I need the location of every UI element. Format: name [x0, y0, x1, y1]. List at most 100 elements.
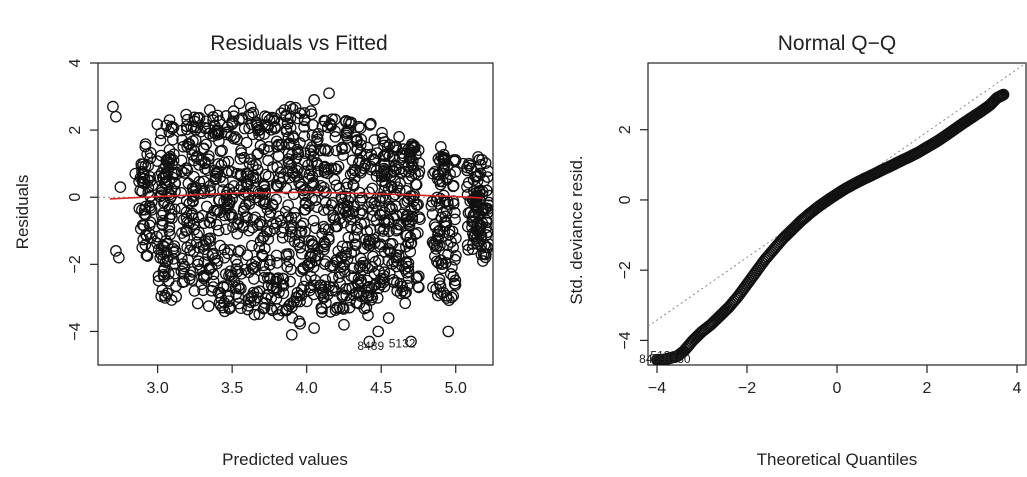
- data-point: [378, 162, 390, 175]
- data-point: [259, 184, 271, 196]
- data-point: [470, 194, 482, 207]
- data-point: [444, 168, 456, 181]
- data-point: [110, 245, 122, 257]
- data-point: [169, 245, 182, 258]
- data-point: [475, 206, 488, 219]
- data-point: [241, 211, 253, 223]
- data-point: [434, 141, 447, 153]
- data-point: [203, 104, 216, 116]
- data-point: [218, 209, 231, 222]
- data-point: [163, 202, 176, 215]
- data-point: [235, 113, 248, 125]
- plot-frame: [647, 62, 1027, 366]
- data-point: [288, 138, 300, 151]
- data-point: [261, 225, 273, 238]
- data-point: [295, 284, 308, 296]
- data-point: [298, 121, 310, 133]
- data-point: [261, 203, 274, 216]
- data-point: [175, 265, 188, 278]
- data-point: [142, 159, 155, 172]
- data-point: [158, 177, 171, 190]
- data-point: [406, 210, 419, 223]
- data-point: [404, 245, 417, 258]
- data-point: [197, 142, 210, 155]
- data-point: [403, 146, 416, 158]
- point-label: 5180: [664, 352, 691, 366]
- data-point: [211, 257, 223, 270]
- data-point: [113, 251, 125, 264]
- y-tick-label: −2: [617, 261, 634, 279]
- data-point: [244, 101, 257, 114]
- data-point: [358, 302, 371, 315]
- data-point: [241, 249, 254, 262]
- data-point: [154, 134, 167, 147]
- data-point: [471, 170, 483, 183]
- data-point: [185, 239, 197, 251]
- data-point: [280, 250, 293, 262]
- data-point: [399, 287, 411, 300]
- data-point: [222, 164, 235, 177]
- data-point: [461, 164, 473, 177]
- data-point: [442, 325, 455, 338]
- data-point: [218, 305, 231, 318]
- data-point: [410, 272, 423, 284]
- data-point: [360, 301, 373, 314]
- data-point: [152, 170, 165, 183]
- data-point: [207, 114, 219, 127]
- data-point: [352, 120, 365, 133]
- data-point: [405, 335, 417, 348]
- data-point: [189, 134, 202, 146]
- data-point: [139, 200, 152, 213]
- data-point: [457, 157, 470, 170]
- x-tick-label: 0: [833, 380, 842, 397]
- data-point: [284, 121, 297, 134]
- data-point: [312, 249, 324, 262]
- data-point: [413, 165, 426, 178]
- data-point: [227, 180, 240, 192]
- data-point: [372, 325, 385, 338]
- data-point: [273, 286, 285, 299]
- data-point: [358, 217, 371, 230]
- data-point: [258, 179, 271, 192]
- data-point: [151, 118, 164, 131]
- data-point: [156, 182, 169, 195]
- y-tick-label: 2: [67, 126, 84, 135]
- data-point: [248, 308, 261, 321]
- data-point: [110, 110, 122, 123]
- data-point: [247, 169, 260, 181]
- data-point: [336, 240, 349, 253]
- data-point: [285, 211, 298, 224]
- data-point: [346, 154, 359, 167]
- data-point: [310, 135, 323, 148]
- data-point: [188, 285, 201, 297]
- x-tick-label: 5.0: [445, 380, 467, 397]
- data-point: [482, 199, 493, 212]
- data-point: [412, 280, 425, 293]
- data-point: [263, 258, 276, 271]
- data-point: [163, 225, 176, 237]
- data-point: [354, 154, 366, 167]
- data-point: [205, 212, 218, 224]
- data-point: [159, 256, 172, 268]
- point-label: 8489: [639, 352, 666, 366]
- data-point: [382, 312, 395, 324]
- data-point: [107, 100, 119, 113]
- data-point: [434, 239, 446, 252]
- data-point: [249, 260, 262, 273]
- data-point: [334, 277, 347, 290]
- data-point: [309, 222, 322, 234]
- data-point: [283, 255, 296, 268]
- y-tick-label: 4: [67, 58, 84, 67]
- data-point: [195, 278, 208, 291]
- data-point: [161, 254, 174, 267]
- residuals-vs-fitted-panel: Residuals vs Fitted Predicted values Res…: [13, 32, 494, 469]
- data-point: [180, 162, 193, 175]
- y-tick-label: 2: [617, 125, 634, 134]
- data-point: [323, 87, 335, 100]
- data-point: [177, 267, 190, 280]
- data-point: [378, 223, 390, 236]
- data-point: [446, 261, 458, 273]
- data-point: [319, 238, 332, 251]
